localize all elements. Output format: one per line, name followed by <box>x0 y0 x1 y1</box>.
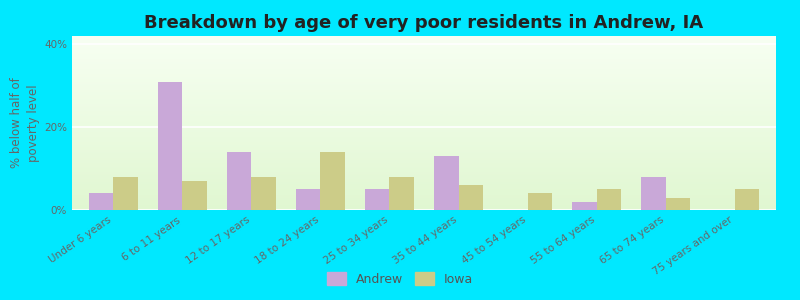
Bar <box>734 189 758 210</box>
Bar <box>321 152 345 210</box>
Bar <box>434 156 458 210</box>
Bar <box>227 152 251 210</box>
Bar <box>642 177 666 210</box>
Bar <box>366 189 390 210</box>
Title: Breakdown by age of very poor residents in Andrew, IA: Breakdown by age of very poor residents … <box>145 14 703 32</box>
Y-axis label: % below half of
poverty level: % below half of poverty level <box>10 78 40 168</box>
Bar <box>597 189 621 210</box>
Bar <box>251 177 276 210</box>
Bar <box>458 185 482 210</box>
Bar <box>666 198 690 210</box>
Bar <box>527 194 552 210</box>
Bar <box>182 181 206 210</box>
Bar <box>296 189 321 210</box>
Bar <box>90 194 114 210</box>
Bar <box>114 177 138 210</box>
Bar <box>158 82 182 210</box>
Legend: Andrew, Iowa: Andrew, Iowa <box>322 267 478 291</box>
Bar <box>390 177 414 210</box>
Bar <box>572 202 597 210</box>
